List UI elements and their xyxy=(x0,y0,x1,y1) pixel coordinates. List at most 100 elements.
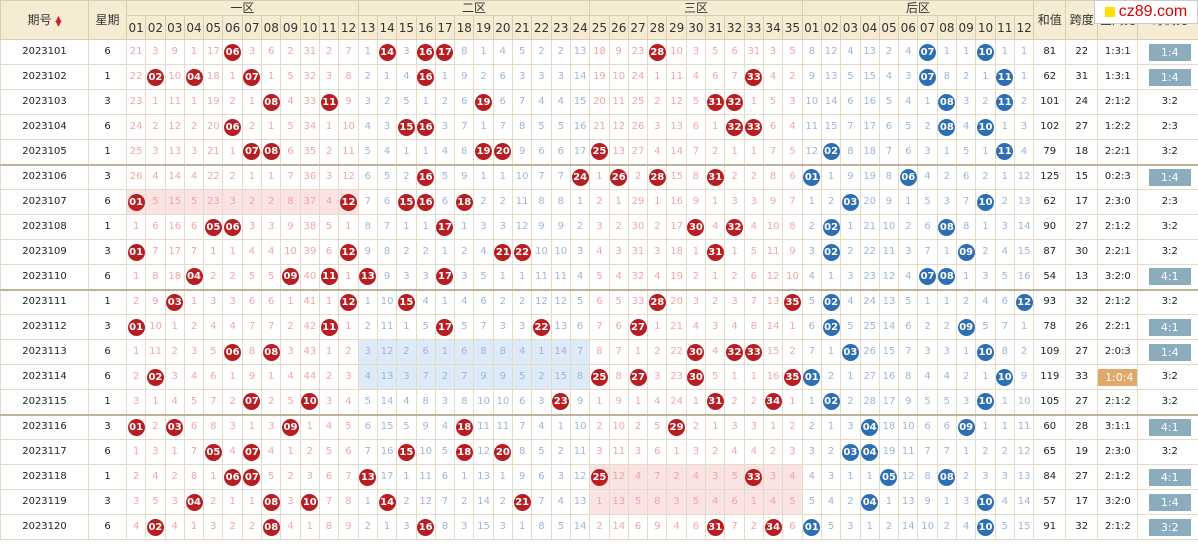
back-miss-cell: 2 xyxy=(820,439,842,465)
back-hit-cell: 08 xyxy=(936,214,958,240)
front-miss-cell: 1 xyxy=(338,264,359,290)
front-miss-cell: 5 xyxy=(396,89,417,115)
back-miss-cell: 3 xyxy=(975,464,996,490)
front-miss-cell: 13 xyxy=(376,364,398,390)
front-miss-cell: 18 xyxy=(589,39,610,65)
back-hit-cell: 02 xyxy=(820,239,842,265)
front-hit-cell: 29 xyxy=(666,413,687,440)
front-hit-cell: 25 xyxy=(589,139,610,165)
sort-arrows-icon[interactable]: ▲ ▼ xyxy=(55,13,62,28)
blue-ball: 11 xyxy=(996,93,1014,111)
front-miss-cell: 7 xyxy=(203,389,224,415)
front-miss-cell: 5 xyxy=(531,439,552,465)
front-miss-cell: 3 xyxy=(492,514,514,540)
back-hit-cell: 04 xyxy=(859,489,880,515)
front-miss-cell: 2 xyxy=(705,288,726,315)
back-miss-cell: 4 xyxy=(917,364,938,390)
front-number-header: 17 xyxy=(434,15,456,40)
site-logo[interactable]: cz89.com xyxy=(1094,0,1198,24)
front-miss-cell: 8 xyxy=(647,489,668,515)
red-ball: 17 xyxy=(436,43,454,61)
back-miss-cell: 5 xyxy=(840,314,861,340)
front-miss-cell: 5 xyxy=(782,139,803,165)
front-miss-cell: 8 xyxy=(318,514,340,540)
front-miss-cell: 8 xyxy=(338,489,359,515)
front-miss-cell: 9 xyxy=(454,163,475,190)
front-miss-cell: 3 xyxy=(531,64,552,90)
back-miss-cell: 1 xyxy=(840,364,861,390)
front-hit-cell: 06 xyxy=(222,39,243,65)
front-hit-cell: 24 xyxy=(569,163,591,190)
red-ball: 25 xyxy=(590,368,608,386)
period-header-label: 期号 xyxy=(27,13,52,27)
back-miss-cell: 1 xyxy=(994,413,1015,440)
back-miss-cell: 1 xyxy=(956,339,977,365)
back-miss-cell: 14 xyxy=(1013,214,1035,240)
weekday-cell: 1 xyxy=(88,214,127,240)
front-number-header: 28 xyxy=(647,15,668,40)
front-miss-cell: 7 xyxy=(183,239,205,265)
front-number-header: 06 xyxy=(222,15,243,40)
front-hit-cell: 17 xyxy=(434,264,456,290)
front-miss-cell: 19 xyxy=(203,89,224,115)
back-miss-cell: 8 xyxy=(994,339,1015,365)
front-miss-cell: 4 xyxy=(434,139,456,165)
front-miss-cell: 13 xyxy=(666,114,687,140)
back-miss-cell: 2 xyxy=(878,39,900,65)
red-ball: 08 xyxy=(262,343,280,361)
span-cell: 22 xyxy=(1065,39,1099,65)
span-cell: 27 xyxy=(1065,464,1099,490)
front-hit-cell: 16 xyxy=(415,39,436,65)
front-hit-cell: 31 xyxy=(705,514,726,540)
blue-ball: 08 xyxy=(938,468,956,486)
front-miss-cell: 10 xyxy=(512,163,533,190)
table-row: 2023107 6 01 5 15 5 23 3 2 2 8 37 4 12 7 6 15 16 6 18 2 2 11 8 8… xyxy=(0,189,1198,215)
front-miss-cell: 5 xyxy=(357,389,378,415)
back-hit-cell: 01 xyxy=(801,163,822,190)
front-miss-cell: 6 xyxy=(376,189,398,215)
weekday-cell: 1 xyxy=(88,139,127,165)
table-row: 2023120 6 4 02 4 1 3 2 2 08 4 1 8 9 2 1 3 16 8 3 15 3 1 8 5 14 2 14… xyxy=(0,514,1198,540)
front-number-header: 04 xyxy=(183,15,205,40)
sum-cell: 54 xyxy=(1033,264,1067,290)
back-hit-cell: 10 xyxy=(975,189,996,215)
front-miss-cell: 2 xyxy=(280,464,301,490)
front-hit-cell: 30 xyxy=(685,214,707,240)
front-miss-cell: 2 xyxy=(782,64,803,90)
front-hit-cell: 19 xyxy=(473,89,494,115)
front-miss-cell: 6 xyxy=(589,288,610,315)
blue-ball: 07 xyxy=(919,43,937,61)
front-miss-cell: 41 xyxy=(299,288,320,315)
front-miss-cell: 3 xyxy=(762,464,784,490)
front-miss-cell: 7 xyxy=(357,189,378,215)
back-hit-cell: 04 xyxy=(859,439,880,465)
front-miss-cell: 2 xyxy=(125,364,147,390)
back-miss-cell: 3 xyxy=(994,464,1015,490)
back-miss-cell: 15 xyxy=(878,339,900,365)
front-miss-cell: 6 xyxy=(454,89,475,115)
front-miss-cell: 11 xyxy=(569,439,591,465)
front-miss-cell: 10 xyxy=(145,314,166,340)
red-ball: 11 xyxy=(320,93,338,111)
front-miss-cell: 7 xyxy=(743,288,764,315)
period-cell: 2023115 xyxy=(0,389,89,415)
zone-ratio-cell: 2:1:2 xyxy=(1097,514,1139,540)
back-miss-cell: 21 xyxy=(859,214,880,240)
period-cell: 2023116 xyxy=(0,413,89,440)
front-miss-cell: 14 xyxy=(569,64,591,90)
front-miss-cell: 4 xyxy=(396,64,417,90)
back-miss-cell: 1 xyxy=(917,288,938,315)
front-miss-cell: 25 xyxy=(627,89,649,115)
front-miss-cell: 2 xyxy=(222,163,243,190)
back-miss-cell: 6 xyxy=(840,89,861,115)
front-miss-cell: 10 xyxy=(569,413,591,440)
front-miss-cell: 11 xyxy=(512,189,533,215)
front-miss-cell: 7 xyxy=(724,64,745,90)
red-ball: 01 xyxy=(127,318,145,336)
back-hit-cell: 10 xyxy=(975,514,996,540)
period-header[interactable]: 期号 ▲ ▼ xyxy=(0,0,89,40)
back-miss-cell: 2 xyxy=(975,89,996,115)
zone-ratio-cell: 1:0:4 xyxy=(1097,364,1139,390)
sum-cell: 65 xyxy=(1033,439,1067,465)
